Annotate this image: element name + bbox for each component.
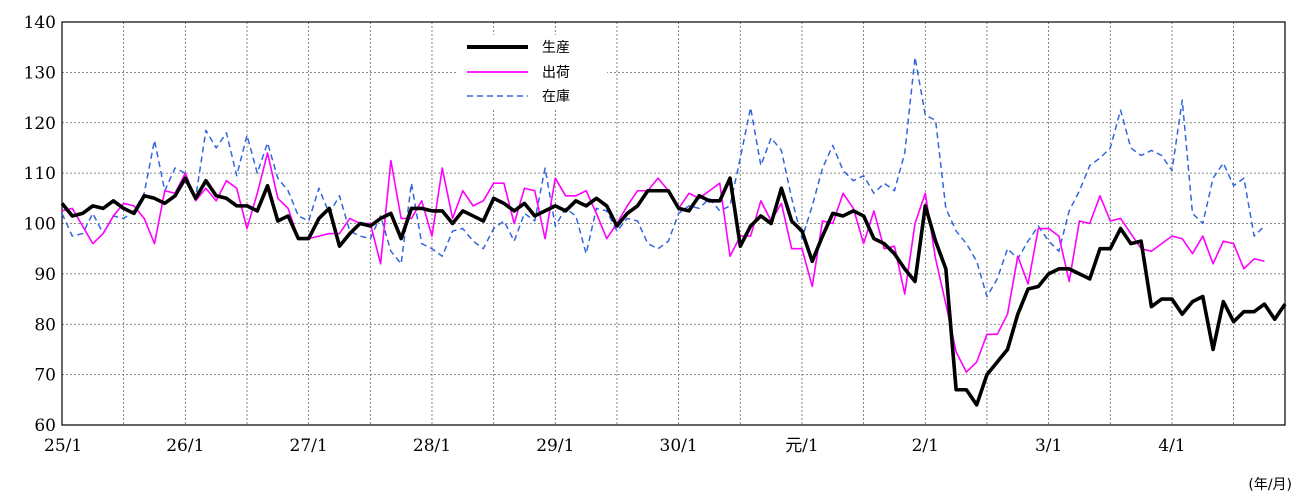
legend: 生産 出荷 在庫 — [457, 35, 607, 109]
legend-label-production: 生産 — [542, 40, 570, 56]
y-tick-label: 100 — [24, 215, 56, 235]
y-tick-label: 120 — [24, 114, 56, 134]
series-line-inventory — [61, 56, 1265, 298]
series-layer — [60, 56, 1287, 407]
y-tick-label: 110 — [24, 164, 56, 184]
x-tick-label: 26/1 — [166, 436, 204, 456]
plot-frame — [61, 21, 1286, 426]
x-axis: 25/1 26/1 27/1 28/1 29/1 30/1 元/1 2/1 3/1 4/1 — [44, 436, 1186, 456]
x-tick-label: 元/1 — [785, 436, 819, 456]
y-tick-label: 60 — [34, 416, 56, 436]
legend-label-shipment: 出荷 — [542, 65, 570, 81]
y-tick-label: 130 — [24, 63, 56, 83]
x-tick-label: 2/1 — [912, 436, 939, 456]
x-tick-label: 4/1 — [1158, 436, 1185, 456]
x-tick-label: 27/1 — [290, 436, 328, 456]
y-tick-label: 140 — [24, 13, 56, 33]
y-tick-label: 80 — [34, 315, 56, 335]
y-tick-label: 70 — [34, 366, 56, 386]
x-axis-unit-label: (年/月) — [1248, 477, 1292, 493]
x-tick-label: 28/1 — [413, 436, 451, 456]
x-tick-label: 30/1 — [660, 436, 698, 456]
x-tick-label: 3/1 — [1035, 436, 1062, 456]
x-tick-label: 29/1 — [536, 436, 574, 456]
series-line-shipment — [61, 152, 1265, 373]
x-tick-label: 25/1 — [44, 436, 82, 456]
y-tick-label: 90 — [34, 265, 56, 285]
y-axis: 60 70 80 90 100 110 120 130 140 — [24, 13, 56, 436]
series-line-production — [60, 176, 1287, 407]
legend-label-inventory: 在庫 — [542, 88, 570, 105]
